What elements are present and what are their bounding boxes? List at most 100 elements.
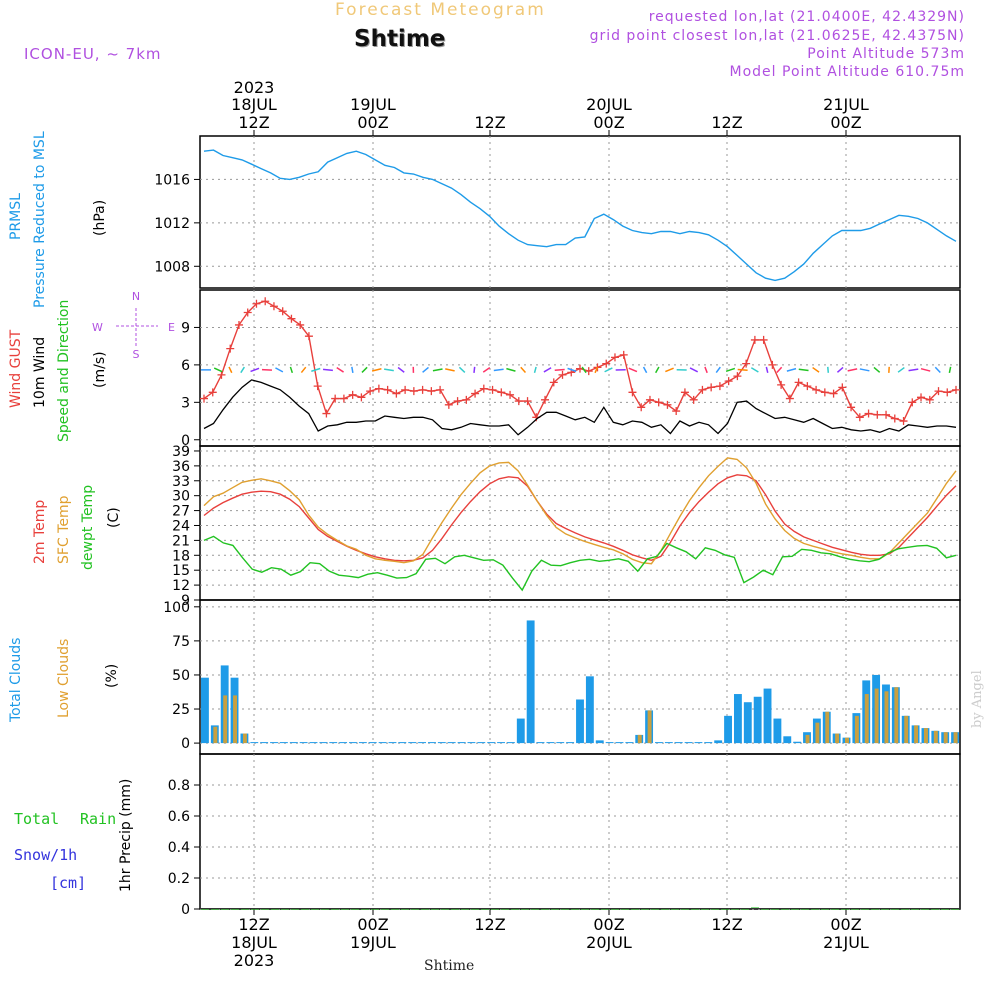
wind-arrow [920,367,931,372]
wind-arrow [776,366,783,374]
low-cloud-bar [647,710,652,744]
gust-point [243,308,252,317]
y-tick-label: 0.2 [168,871,190,887]
wind-arrow [384,368,394,372]
wind-arrow [604,367,613,373]
y-tick-label: 18 [172,548,190,564]
total-cloud-bar [289,742,298,744]
gust-point [672,407,681,416]
total-cloud-bar [398,742,407,744]
rain-bar [451,909,459,910]
total-cloud-bar [763,688,772,744]
total-cloud-bar [329,742,338,744]
rain-bar [601,909,609,910]
low-cloud-bar [815,722,820,744]
wind-arrow [934,366,941,373]
total-cloud-bar [388,742,397,744]
gust-point [777,380,786,389]
gust-point [750,335,759,344]
bottom-date-label: 21JUL [823,933,869,952]
gust-point [943,388,952,397]
rain-bar [411,909,419,910]
panel-frame [199,135,961,289]
top-date-label: 21JUL [823,95,869,114]
requested-coords: requested lon,lat (21.0400E, 42.4329N) [648,9,965,25]
wind-arrow [655,366,660,374]
gust-point [855,413,864,422]
rain-bar [281,909,289,910]
wind-arrow [482,366,491,373]
gust-point [873,410,882,419]
total-cloud-bar [260,742,269,744]
rain-bar [641,909,649,910]
dewpt-line [203,535,957,592]
rain-bar [671,909,679,910]
wind-arrow [228,366,233,374]
compass-s: S [133,348,140,361]
y-tick-label: 6 [181,358,190,374]
gust-point [287,314,296,323]
wind-arrow [798,368,809,372]
wind-arrow [948,366,952,374]
gust-point [523,397,532,406]
y-tick-label: 1008 [154,259,190,275]
top-date-label: 18JUL [231,95,277,114]
rain-bar [351,909,359,910]
low-cloud-bar [845,737,849,744]
gust-point [925,395,934,404]
gust-point [217,370,226,379]
gust-point [374,384,383,393]
total-cloud-bar [250,742,259,744]
low-cloud-bar [933,730,938,744]
wind-arrow [543,367,552,373]
bottom-date-label: 20JUL [586,933,632,952]
gust-point [339,394,348,403]
gust-point [768,360,777,369]
rain-bar [321,909,329,910]
bottom-date-label: 18JUL [231,933,277,952]
total-cloud-bar [201,677,209,744]
total-cloud-bar [694,742,703,744]
total-cloud-bar [457,742,466,744]
wind-arrow [765,366,769,374]
low-cloud-bar [835,733,840,744]
gust-point [654,398,663,407]
rain-bar [881,909,889,910]
rain-bar [431,909,439,910]
bottom-hour-label: 12Z [711,915,742,934]
total-cloud-bar [743,702,752,744]
total-cloud-bar [556,742,565,744]
y-tick-label: 36 [172,459,190,475]
low-cloud-bar [894,687,899,744]
top-hour-label: 00Z [593,113,624,132]
gust-point [479,384,488,393]
wind-arrow [786,367,797,372]
rain-bar [331,909,339,910]
wind-arrow [827,366,830,373]
wind-arrow [750,367,759,373]
low-cloud-bar [223,695,228,744]
rain-bar [491,909,499,910]
gust-point [322,409,331,418]
panel-0: 1008 1012 1016 [154,135,961,289]
rain-bar [831,909,839,910]
gust-point [707,383,716,392]
gust-point [742,359,751,368]
gust-point [628,388,637,397]
panel-4: 0 0.2 0.4 0.6 0.8 [168,753,961,918]
gust-point [383,385,392,394]
bottom-date-label: 19JUL [350,933,396,952]
y-tick-label: 33 [172,474,190,490]
gust-point [497,388,506,397]
wind-arrow [628,367,638,373]
low-cloud-bar [825,711,830,744]
gust-point [829,389,838,398]
rain-bar [391,909,399,910]
wind-arrow [715,366,721,374]
wind-arrow [289,366,294,374]
compass-legend: W E N S [92,290,175,361]
total-cloud-bar [487,742,496,744]
